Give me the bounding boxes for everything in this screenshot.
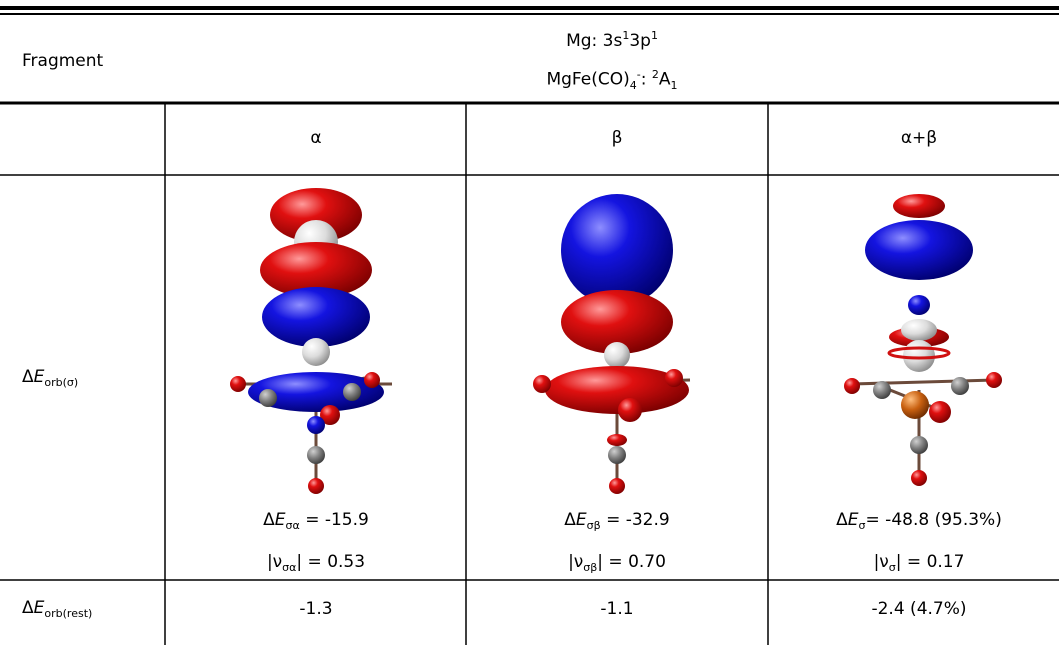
fragment-line: Mg: 3s13p1	[566, 29, 658, 51]
text-run: E	[848, 510, 859, 530]
text-run: |ν	[267, 552, 282, 572]
text-run: Δ	[836, 510, 848, 530]
text-run: 1	[671, 79, 678, 92]
text-run: :	[641, 70, 652, 90]
energy: ΔEσ= -48.8 (95.3%)	[836, 510, 1002, 532]
text-run: E	[576, 510, 587, 530]
text-run: A	[659, 70, 671, 90]
table-lines	[0, 0, 1059, 645]
text-run: E	[275, 510, 286, 530]
cell: -1.3	[299, 599, 332, 619]
text-run: = -32.9	[601, 510, 670, 530]
rules	[0, 8, 1059, 645]
text-run: | = 0.53	[296, 552, 365, 572]
text-run: | = 0.17	[896, 552, 965, 572]
column-header: α+β	[901, 128, 937, 148]
text-run: 3p	[629, 31, 651, 51]
text-run: MgFe(CO)	[546, 70, 629, 90]
text-run: E	[34, 367, 45, 387]
orbital-alpha	[230, 188, 392, 494]
text-run: Δ	[22, 367, 34, 387]
text-run: Δ	[564, 510, 576, 530]
text-run: = -15.9	[300, 510, 369, 530]
orbital-alpha-beta	[844, 194, 1002, 486]
fragment-line: MgFe(CO)4-: 2A1	[546, 68, 677, 92]
text-run: 1	[651, 29, 658, 42]
energy: ΔEσα = -15.9	[263, 510, 369, 532]
orbital-beta	[533, 194, 690, 494]
text-run: σβ	[583, 561, 597, 574]
text-run: Mg: 3s	[566, 31, 622, 51]
text-run: E	[34, 598, 45, 618]
energy: ΔEσβ = -32.9	[564, 510, 669, 532]
text-run: |ν	[874, 552, 889, 572]
cell: -1.1	[600, 599, 633, 619]
text-run: = -48.8 (95.3%)	[866, 510, 1002, 530]
nu: |νσ| = 0.17	[874, 552, 965, 574]
text-run: Δ	[22, 598, 34, 618]
row-label: ΔEorb(σ)	[22, 367, 78, 389]
nu: |νσα| = 0.53	[267, 552, 365, 574]
text-run: σβ	[587, 519, 601, 532]
cell: -2.4 (4.7%)	[871, 599, 966, 619]
column-header: α	[310, 128, 321, 148]
fragment-label: Fragment	[22, 51, 103, 71]
table-page: Fragment Mg: 3s13p1 MgFe(CO)4-: 2A1 α β …	[0, 0, 1059, 645]
text-run: σα	[286, 519, 300, 532]
text-run: |ν	[568, 552, 583, 572]
text-run: σα	[282, 561, 296, 574]
nu: |νσβ| = 0.70	[568, 552, 666, 574]
text-run: Δ	[263, 510, 275, 530]
text-run: orb(σ)	[44, 376, 78, 389]
column-header: β	[612, 128, 623, 148]
row-label: ΔEorb(rest)	[22, 598, 92, 620]
text-run: | = 0.70	[597, 552, 666, 572]
text-run: orb(rest)	[44, 607, 92, 620]
